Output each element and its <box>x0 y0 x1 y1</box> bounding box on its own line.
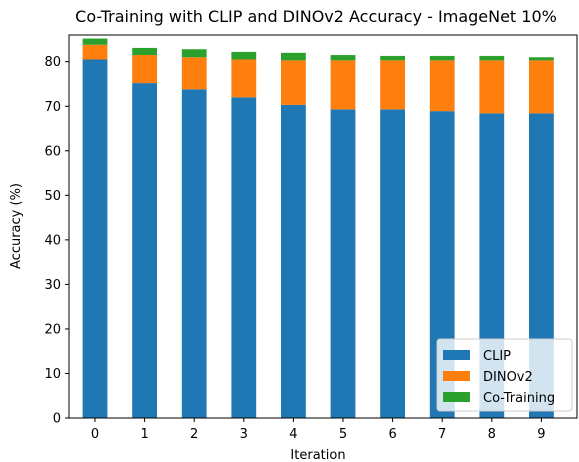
legend-label-clip: CLIP <box>483 349 511 364</box>
bar-clip-3 <box>231 97 257 418</box>
bar-clip-5 <box>330 109 356 419</box>
y-axis-label: Accuracy (%) <box>9 183 24 269</box>
x-tick-label: 0 <box>91 427 99 442</box>
y-tick-label: 70 <box>44 100 61 115</box>
bar-clip-2 <box>181 89 207 418</box>
bar-co-training-4 <box>281 52 306 61</box>
bar-co-training-6 <box>380 55 405 61</box>
bar-dinov2-1 <box>132 55 157 84</box>
bar-dinov2-9 <box>529 60 554 114</box>
legend-box <box>436 338 573 412</box>
bar-co-training-9 <box>529 57 554 61</box>
bar-dinov2-7 <box>429 60 455 112</box>
legend-swatch-clip <box>443 350 470 360</box>
chart-title: Co-Training with CLIP and DINOv2 Accurac… <box>75 7 557 26</box>
y-tick-label: 80 <box>44 55 61 70</box>
bar-dinov2-8 <box>479 60 505 114</box>
plot-frame <box>68 34 578 419</box>
bar-dinov2-3 <box>231 59 257 98</box>
bar-dinov2-5 <box>330 60 356 110</box>
bar-co-training-0 <box>82 38 108 45</box>
bar-dinov2-6 <box>380 60 405 110</box>
bar-clip-1 <box>132 83 157 418</box>
x-tick-label: 1 <box>140 427 148 442</box>
bar-co-training-2 <box>181 49 207 58</box>
y-tick-label: 10 <box>44 367 61 382</box>
x-axis-label: Iteration <box>290 448 345 462</box>
bar-co-training-1 <box>132 47 157 56</box>
y-tick-label: 40 <box>44 233 61 248</box>
y-tick-label: 50 <box>44 189 61 204</box>
y-tick-label: 0 <box>53 412 61 427</box>
legend-label-dinov2: DINOv2 <box>483 370 533 385</box>
x-tick-label: 2 <box>190 427 198 442</box>
legend-swatch-co-training <box>443 392 470 402</box>
bar-dinov2-4 <box>281 60 306 105</box>
bar-dinov2-0 <box>82 44 108 60</box>
x-tick-label: 8 <box>488 427 496 442</box>
bar-co-training-7 <box>429 55 455 61</box>
bar-co-training-8 <box>479 55 505 61</box>
legend: CLIP DINOv2 Co-Training <box>436 338 573 412</box>
y-tick-label: 20 <box>44 322 61 337</box>
legend-label-co-training: Co-Training <box>483 391 555 406</box>
bar-clip-0 <box>82 59 108 419</box>
legend-swatch-dinov2 <box>443 371 470 381</box>
y-axis-ticks: 0 10 20 30 40 50 60 70 80 <box>44 55 69 427</box>
y-tick-label: 60 <box>44 144 61 159</box>
y-tick-label: 30 <box>44 278 61 293</box>
bar-co-training-3 <box>231 51 257 60</box>
bar-clip-4 <box>281 104 306 419</box>
x-axis-ticks: 0 1 2 3 4 5 6 7 8 9 <box>91 418 546 442</box>
x-tick-label: 3 <box>240 427 248 442</box>
x-tick-label: 4 <box>289 427 297 442</box>
x-tick-label: 6 <box>388 427 396 442</box>
x-tick-label: 7 <box>438 427 446 442</box>
bar-co-training-5 <box>330 55 356 61</box>
x-tick-label: 9 <box>537 427 545 442</box>
bars-group <box>82 38 554 419</box>
x-tick-label: 5 <box>339 427 347 442</box>
bar-dinov2-2 <box>181 57 207 90</box>
bar-clip-6 <box>380 109 405 419</box>
